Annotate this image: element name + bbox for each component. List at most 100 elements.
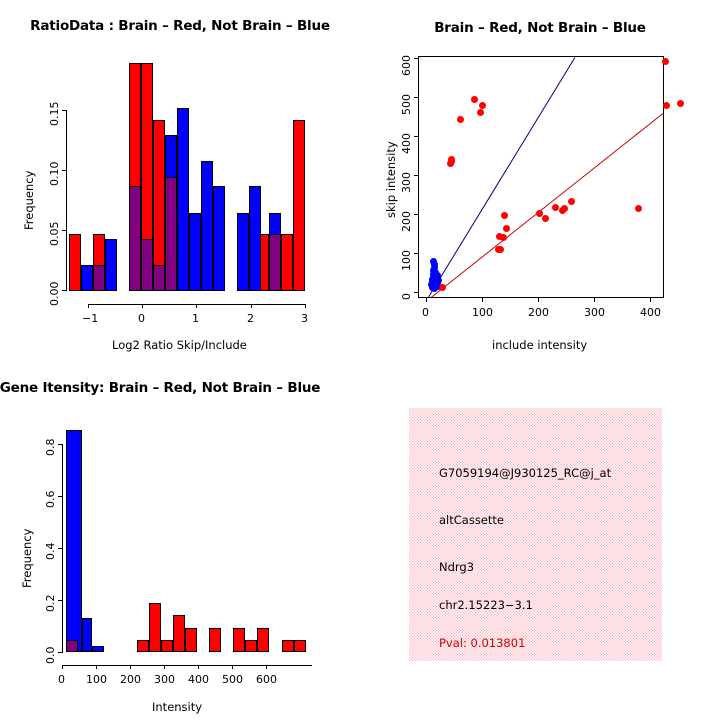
scatter-point-brain-12 bbox=[500, 233, 508, 241]
scatter-x-ticklabel-0: 0 bbox=[422, 306, 429, 319]
scatter-point-not-brain-18 bbox=[434, 276, 442, 284]
scatter-x-ticklabel-1: 100 bbox=[472, 306, 493, 319]
gene-bar-blue-1 bbox=[82, 618, 92, 652]
scatter-y-tick-600 bbox=[414, 58, 418, 59]
scatter-point-brain-13 bbox=[500, 211, 508, 219]
ratio-y-ticklabel-1: 0.05 bbox=[48, 221, 61, 247]
gene-bar-blue-2 bbox=[92, 646, 104, 652]
gene-y-tick-4 bbox=[58, 444, 62, 445]
gene-x-tick-3 bbox=[164, 665, 165, 669]
gene-y-axis-label: Frequency bbox=[20, 528, 34, 588]
ratio-x-axis bbox=[88, 304, 306, 305]
gene-x-axis-label: Intensity bbox=[152, 700, 203, 714]
ratio-bar-blue-10 bbox=[237, 213, 249, 291]
ratio-y-ticklabel-3: 0.15 bbox=[48, 101, 61, 127]
ratio-x-ticklabel-3: 2 bbox=[247, 312, 254, 325]
info-event-type: altCassette bbox=[439, 513, 504, 527]
gene-x-tick-6 bbox=[266, 665, 267, 669]
ratio-x-ticklabel-0: −1 bbox=[82, 312, 99, 325]
gene-y-ticklabel-1: 0.2 bbox=[44, 594, 57, 613]
ratio-x-tick-1 bbox=[142, 304, 143, 308]
gene-bar-overlap-0 bbox=[66, 640, 78, 652]
ratio-y-tick-0 bbox=[62, 290, 66, 291]
gene-y-ticklabel-0: 0.0 bbox=[44, 646, 57, 665]
scatter-y-ticklabel-3: 300 bbox=[400, 172, 413, 193]
scatter-point-brain-14 bbox=[502, 225, 510, 233]
gene-bar-red-3 bbox=[173, 615, 185, 652]
ratio-x-ticklabel-2: 1 bbox=[192, 312, 199, 325]
scatter-y-ticklabel-4: 400 bbox=[400, 133, 413, 154]
ratio-y-axis-label: Frequency bbox=[22, 170, 36, 230]
ratio-bar-blue-8 bbox=[201, 161, 213, 291]
ratio-bar-overlap-3 bbox=[153, 265, 165, 291]
scatter-point-brain-22 bbox=[662, 57, 670, 65]
gene-bar-red-8 bbox=[257, 628, 269, 652]
gene-x-ticklabel-5: 500 bbox=[222, 673, 243, 686]
ratio-bar-blue-9 bbox=[213, 186, 225, 291]
info-gene-symbol: Ndrg3 bbox=[439, 560, 475, 574]
scatter-point-not-brain-24 bbox=[433, 282, 441, 290]
scatter-plot-frame bbox=[418, 56, 664, 298]
panel-intensity-scatter: Brain – Red, Not Brain – Blue 0 100 200 … bbox=[360, 0, 720, 360]
ratio-y-ticklabel-2: 0.10 bbox=[48, 161, 61, 187]
gene-x-axis bbox=[62, 665, 312, 666]
ratio-bar-blue-7 bbox=[189, 213, 201, 291]
scatter-point-not-brain-22 bbox=[432, 269, 440, 276]
gene-bar-red-10 bbox=[294, 640, 306, 652]
gene-y-tick-2 bbox=[58, 548, 62, 549]
scatter-y-tick-400 bbox=[414, 136, 418, 137]
scatter-point-brain-8 bbox=[476, 109, 484, 117]
scatter-x-ticklabel-2: 200 bbox=[528, 306, 549, 319]
scatter-y-ticklabel-5: 500 bbox=[400, 94, 413, 115]
scatter-y-tick-100 bbox=[414, 253, 418, 254]
scatter-x-ticklabel-3: 300 bbox=[584, 306, 605, 319]
ratio-histogram-title: RatioData : Brain – Red, Not Brain – Blu… bbox=[30, 18, 330, 34]
ratio-bar-blue-1 bbox=[105, 239, 117, 291]
scatter-x-tick-100 bbox=[482, 298, 483, 302]
scatter-x-axis-label: include intensity bbox=[492, 338, 588, 352]
scatter-x-tick-400 bbox=[650, 298, 651, 302]
ratio-bar-overlap-2 bbox=[141, 239, 153, 291]
gene-x-ticklabel-6: 600 bbox=[256, 673, 277, 686]
info-locus: chr2.15223−3.1 bbox=[439, 598, 533, 612]
gene-x-ticklabel-2: 200 bbox=[120, 673, 141, 686]
ratio-x-ticklabel-4: 3 bbox=[301, 312, 308, 325]
ratio-y-tick-3 bbox=[62, 110, 66, 111]
ratio-x-tick-4 bbox=[305, 304, 306, 308]
scatter-x-tick-200 bbox=[538, 298, 539, 302]
ratio-x-axis-label: Log2 Ratio Skip/Include bbox=[112, 338, 247, 352]
scatter-point-brain-5 bbox=[457, 115, 465, 123]
gene-bar-red-1 bbox=[149, 603, 161, 652]
gene-y-axis bbox=[62, 444, 63, 653]
gene-y-ticklabel-2: 0.4 bbox=[44, 542, 57, 561]
ratio-bar-overlap-1 bbox=[129, 186, 141, 291]
scatter-y-ticklabel-0: 0 bbox=[400, 293, 413, 300]
scatter-y-tick-200 bbox=[414, 214, 418, 215]
ratio-y-ticklabel-0: 0.00 bbox=[48, 281, 61, 307]
gene-x-tick-0 bbox=[62, 665, 63, 669]
ratio-y-axis bbox=[66, 110, 67, 291]
gene-bar-red-0 bbox=[137, 640, 149, 652]
scatter-point-brain-21 bbox=[635, 205, 643, 213]
ratio-x-ticklabel-1: 0 bbox=[138, 312, 145, 325]
scatter-y-ticklabel-1: 100 bbox=[400, 250, 413, 271]
gene-x-tick-1 bbox=[96, 665, 97, 669]
scatter-x-ticklabel-4: 400 bbox=[640, 306, 661, 319]
panel-gene-info: G7059194@J930125_RC@j_at altCassette Ndr… bbox=[360, 360, 720, 720]
ratio-bar-blue-6 bbox=[177, 108, 189, 291]
ratio-bar-overlap-4 bbox=[165, 177, 177, 291]
scatter-point-not-brain-23 bbox=[429, 276, 437, 284]
scatter-title: Brain – Red, Not Brain – Blue bbox=[434, 20, 646, 36]
scatter-point-not-brain-15 bbox=[430, 258, 438, 266]
gene-bar-red-2 bbox=[161, 640, 173, 652]
scatter-y-ticklabel-6: 600 bbox=[400, 55, 413, 76]
info-probe-id: G7059194@J930125_RC@j_at bbox=[439, 466, 612, 480]
ratio-x-tick-2 bbox=[196, 304, 197, 308]
scatter-point-brain-7 bbox=[478, 102, 486, 110]
scatter-point-brain-19 bbox=[560, 205, 568, 213]
scatter-point-brain-17 bbox=[551, 204, 559, 212]
panel-gene-intensity: Gene Itensity: Brain – Red, Not Brain – … bbox=[0, 360, 360, 720]
ratio-bar-overlap-0 bbox=[93, 265, 105, 291]
scatter-y-tick-500 bbox=[414, 97, 418, 98]
